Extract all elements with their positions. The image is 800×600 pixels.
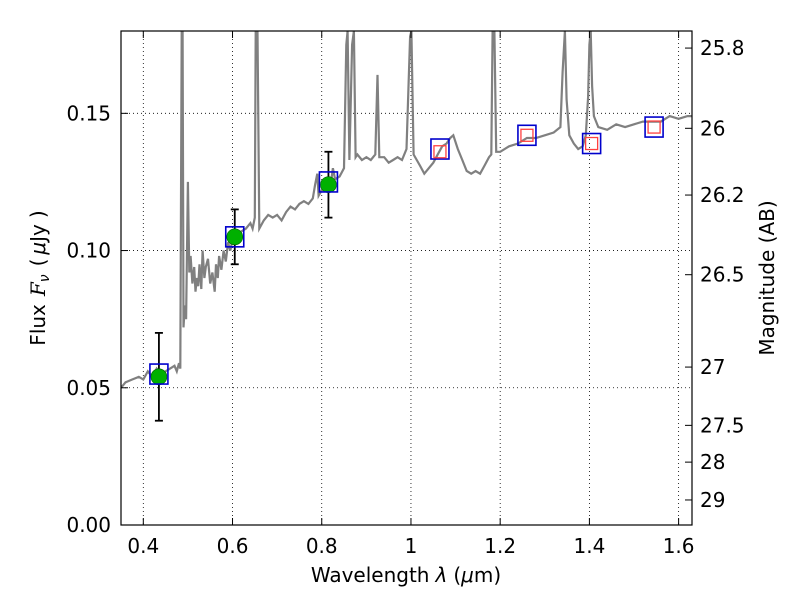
right-tick-label: 25.8 <box>700 36 745 60</box>
y-tick-label: 0.10 <box>66 239 111 263</box>
right-tick-label: 29 <box>700 488 725 512</box>
x-axis-ticks: 0.4 0.6 0.8 1 1.2 1.4 1.6 <box>127 31 695 558</box>
model-square <box>581 132 602 155</box>
x-tick-label: 1.6 <box>663 534 695 558</box>
optical-point <box>320 176 337 193</box>
x-tick-label: 0.4 <box>127 534 159 558</box>
grid <box>121 31 692 526</box>
right-tick-label: 28 <box>700 450 725 474</box>
right-tick-label: 26.2 <box>700 183 745 207</box>
nir-point <box>584 136 599 151</box>
y-tick-label: 0.15 <box>66 101 111 125</box>
right-axis-label: Magnitude (AB) <box>755 200 779 355</box>
template-sed-line <box>121 31 692 389</box>
optical-point <box>150 368 168 386</box>
model-square <box>517 124 537 147</box>
y-tick-label: 0.05 <box>66 376 111 400</box>
nir-point <box>647 120 661 134</box>
optical-points <box>150 176 337 386</box>
right-tick-label: 27 <box>700 355 725 379</box>
model-square <box>149 363 169 385</box>
nir-point <box>520 128 534 142</box>
optical-point <box>226 228 244 246</box>
x-tick-label: 1.2 <box>484 534 516 558</box>
model-square <box>430 138 450 160</box>
x-tick-label: 0.6 <box>217 534 249 558</box>
x-tick-label: 1.4 <box>573 534 605 558</box>
model-square <box>318 171 339 193</box>
x-tick-label: 0.8 <box>306 534 338 558</box>
right-tick-label: 26 <box>700 116 725 140</box>
right-tick-label: 27.5 <box>700 413 745 437</box>
plot-frame <box>120 30 693 526</box>
right-axis-ticks: 25.8 26 26.2 26.5 27 27.5 28 29 <box>685 36 745 512</box>
x-axis-label: Wavelength λ (μm) <box>311 563 501 587</box>
y-axis-ticks: 0.00 0.05 0.10 0.15 <box>66 101 128 537</box>
right-tick-label: 26.5 <box>700 263 745 287</box>
y-tick-label: 0.00 <box>66 513 111 537</box>
x-tick-label: 1 <box>405 534 418 558</box>
model-photometry-squares <box>149 116 664 385</box>
model-square <box>644 116 664 138</box>
nir-point <box>433 145 447 159</box>
nir-points <box>433 120 661 159</box>
model-square <box>224 226 245 248</box>
y-axis-label: FluxFν(μJy) <box>26 210 53 345</box>
